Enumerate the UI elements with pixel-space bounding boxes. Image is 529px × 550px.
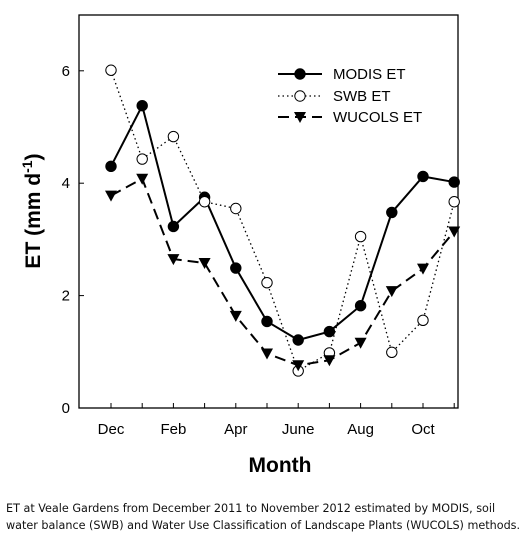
point-modis-et-sep [386,206,398,219]
point-modis-et-apr [230,262,242,274]
legend: MODIS ET SWB ET WUCOLS ET [278,66,422,126]
point-modis-et-jul [323,325,336,338]
series-modis-et [105,99,460,346]
et-chart: 0 2 4 6 Dec Feb Apr June Aug Oct MODIS ET SWB ET WU… [19,14,461,477]
plot-frame [78,14,459,409]
point-swb-et-may [261,276,273,289]
y-tick-label-2: 2 [62,288,70,305]
point-swb-et-aug [354,230,367,243]
x-tick-label-apr: Apr [224,421,247,438]
point-swb-et-feb [167,130,180,143]
legend-label-swb-et: SWB ET [333,88,391,105]
legend-marker-swb-et [294,90,306,102]
series-wucols-et [105,173,461,372]
point-swb-et-apr [230,202,242,215]
point-wucols-et-apr [229,310,242,322]
legend-marker-wucols-et [294,112,306,123]
x-tick-label-aug: Aug [347,421,374,438]
axis-ticks: 0 2 4 6 Dec Feb Apr June Aug Oct [62,63,455,438]
series-line-swb-et [110,70,455,372]
point-modis-et-june [292,334,304,346]
point-modis-et-oct [417,170,429,183]
point-swb-et-jan [136,153,148,165]
point-wucols-et-dec [105,190,117,202]
point-modis-et-nov [448,176,460,188]
point-wucols-et-aug [354,337,367,349]
y-axis-title: ET (mm d-1) [19,153,45,268]
point-wucols-et-jul [323,355,336,367]
x-tick-label-june: June [282,421,315,438]
point-modis-et-dec [105,160,117,173]
point-swb-et-mar [198,196,211,208]
x-axis-title: Month [249,454,312,477]
legend-marker-modis-et [294,68,306,80]
point-wucols-et-oct [417,263,429,275]
point-wucols-et-nov [448,226,461,238]
point-swb-et-sep [386,346,398,359]
point-wucols-et-june [292,360,305,372]
point-wucols-et-sep [385,286,398,298]
point-wucols-et-mar [198,258,211,270]
series-layer [105,64,461,377]
legend-item-wucols-et: WUCOLS ET [278,109,422,126]
point-modis-et-aug [354,300,367,312]
legend-label-wucols-et: WUCOLS ET [333,109,422,126]
x-tick-label-feb: Feb [160,421,186,438]
point-wucols-et-may [261,348,273,360]
point-wucols-et-jan [136,173,149,185]
point-modis-et-may [261,315,273,328]
y-tick-label-0: 0 [62,400,70,417]
point-swb-et-dec [105,64,117,76]
legend-item-swb-et: SWB ET [278,88,391,105]
series-line-wucols-et [110,177,455,367]
point-wucols-et-feb [167,254,180,266]
legend-label-modis-et: MODIS ET [333,66,406,83]
y-tick-label-6: 6 [62,63,70,80]
point-swb-et-nov [448,196,460,208]
point-modis-et-jan [136,99,148,112]
x-tick-label-dec: Dec [98,421,125,438]
point-modis-et-feb [167,220,180,233]
x-tick-label-oct: Oct [411,421,435,438]
legend-item-modis-et: MODIS ET [278,66,406,83]
point-swb-et-oct [417,314,429,327]
figure-caption: ET at Veale Gardens from December 2011 t… [6,502,521,532]
series-line-modis-et [110,102,455,342]
y-tick-label-4: 4 [62,175,70,192]
